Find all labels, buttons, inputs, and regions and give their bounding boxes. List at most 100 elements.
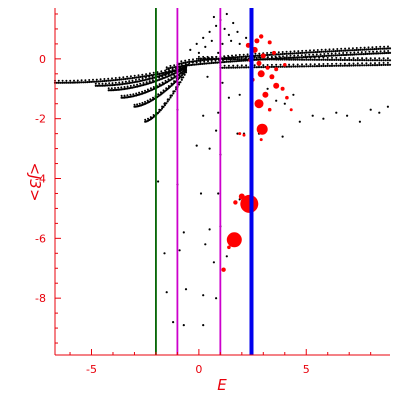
black-point bbox=[311, 114, 314, 117]
black-point bbox=[341, 58, 344, 62]
black-point bbox=[281, 52, 284, 56]
black-point bbox=[238, 58, 241, 61]
black-point bbox=[334, 50, 337, 53]
black-point bbox=[319, 53, 322, 56]
black-point bbox=[320, 64, 323, 68]
black-point bbox=[373, 59, 377, 62]
black-point bbox=[202, 36, 205, 40]
black-point bbox=[332, 48, 335, 51]
black-point bbox=[114, 83, 117, 86]
black-point bbox=[370, 52, 373, 55]
black-point bbox=[270, 56, 273, 59]
black-point bbox=[331, 56, 333, 59]
black-point bbox=[351, 53, 354, 56]
black-point bbox=[216, 61, 219, 64]
black-point bbox=[373, 64, 377, 67]
black-point bbox=[388, 63, 392, 66]
black-point bbox=[63, 81, 66, 84]
black-point bbox=[281, 51, 284, 53]
black-point bbox=[304, 54, 307, 56]
black-point bbox=[232, 56, 235, 59]
black-point bbox=[134, 78, 137, 81]
black-point bbox=[330, 50, 333, 53]
black-point bbox=[387, 51, 390, 55]
black-point bbox=[236, 58, 239, 61]
black-point bbox=[118, 76, 121, 79]
black-point bbox=[232, 21, 235, 25]
black-point bbox=[386, 57, 389, 60]
black-point bbox=[126, 82, 129, 85]
black-point bbox=[178, 76, 181, 79]
black-point bbox=[313, 58, 316, 61]
black-point bbox=[227, 64, 230, 67]
black-point bbox=[192, 58, 194, 61]
black-point bbox=[295, 52, 298, 55]
black-point bbox=[371, 64, 374, 67]
black-point bbox=[376, 64, 379, 67]
black-point bbox=[285, 58, 288, 61]
black-point bbox=[352, 59, 355, 62]
black-point bbox=[348, 62, 351, 65]
black-point bbox=[86, 81, 89, 84]
black-point bbox=[188, 58, 191, 61]
black-point bbox=[357, 48, 360, 52]
black-point bbox=[372, 52, 375, 55]
black-point bbox=[141, 75, 144, 78]
black-point bbox=[387, 45, 389, 48]
red-point bbox=[221, 267, 226, 272]
black-point bbox=[279, 56, 282, 59]
black-point bbox=[387, 50, 390, 52]
black-point bbox=[129, 93, 132, 96]
y-tick-label: 0 bbox=[39, 53, 46, 66]
black-point bbox=[269, 53, 273, 56]
black-point bbox=[360, 53, 363, 56]
black-point bbox=[232, 64, 235, 67]
black-point bbox=[293, 50, 296, 53]
black-point bbox=[235, 60, 238, 63]
black-point bbox=[184, 64, 187, 67]
black-point bbox=[361, 57, 364, 60]
black-point bbox=[330, 64, 334, 67]
black-point bbox=[343, 58, 346, 62]
black-point bbox=[134, 80, 137, 83]
red-point bbox=[240, 194, 259, 213]
black-point bbox=[378, 63, 381, 67]
black-point bbox=[343, 57, 346, 59]
red-point bbox=[260, 53, 266, 59]
black-point bbox=[223, 27, 226, 30]
black-point bbox=[217, 57, 220, 61]
black-point bbox=[257, 66, 261, 69]
black-point bbox=[114, 87, 116, 89]
black-point bbox=[312, 49, 315, 52]
black-point bbox=[312, 51, 315, 54]
black-point bbox=[82, 81, 85, 84]
black-point bbox=[377, 52, 380, 55]
black-point bbox=[383, 52, 386, 55]
black-point bbox=[141, 101, 144, 104]
red-point bbox=[254, 99, 264, 109]
red-point bbox=[280, 86, 285, 91]
black-point bbox=[388, 59, 392, 62]
black-point bbox=[365, 57, 368, 60]
black-point bbox=[378, 62, 381, 64]
black-point bbox=[190, 63, 193, 67]
black-point bbox=[303, 65, 306, 68]
black-point bbox=[330, 58, 334, 62]
y-tick-label: -2 bbox=[35, 113, 46, 126]
black-point bbox=[356, 64, 359, 67]
black-point bbox=[281, 65, 284, 68]
black-point bbox=[322, 64, 325, 68]
black-point bbox=[240, 59, 243, 62]
black-point bbox=[126, 75, 129, 78]
black-point bbox=[57, 81, 60, 84]
black-point bbox=[272, 58, 276, 61]
black-point bbox=[260, 58, 263, 61]
black-point bbox=[301, 63, 303, 66]
red-point bbox=[289, 108, 293, 112]
black-point bbox=[123, 94, 126, 97]
black-point bbox=[124, 82, 127, 85]
black-point bbox=[234, 58, 237, 61]
black-point bbox=[110, 79, 114, 82]
black-point bbox=[294, 65, 297, 68]
black-point bbox=[111, 82, 114, 85]
